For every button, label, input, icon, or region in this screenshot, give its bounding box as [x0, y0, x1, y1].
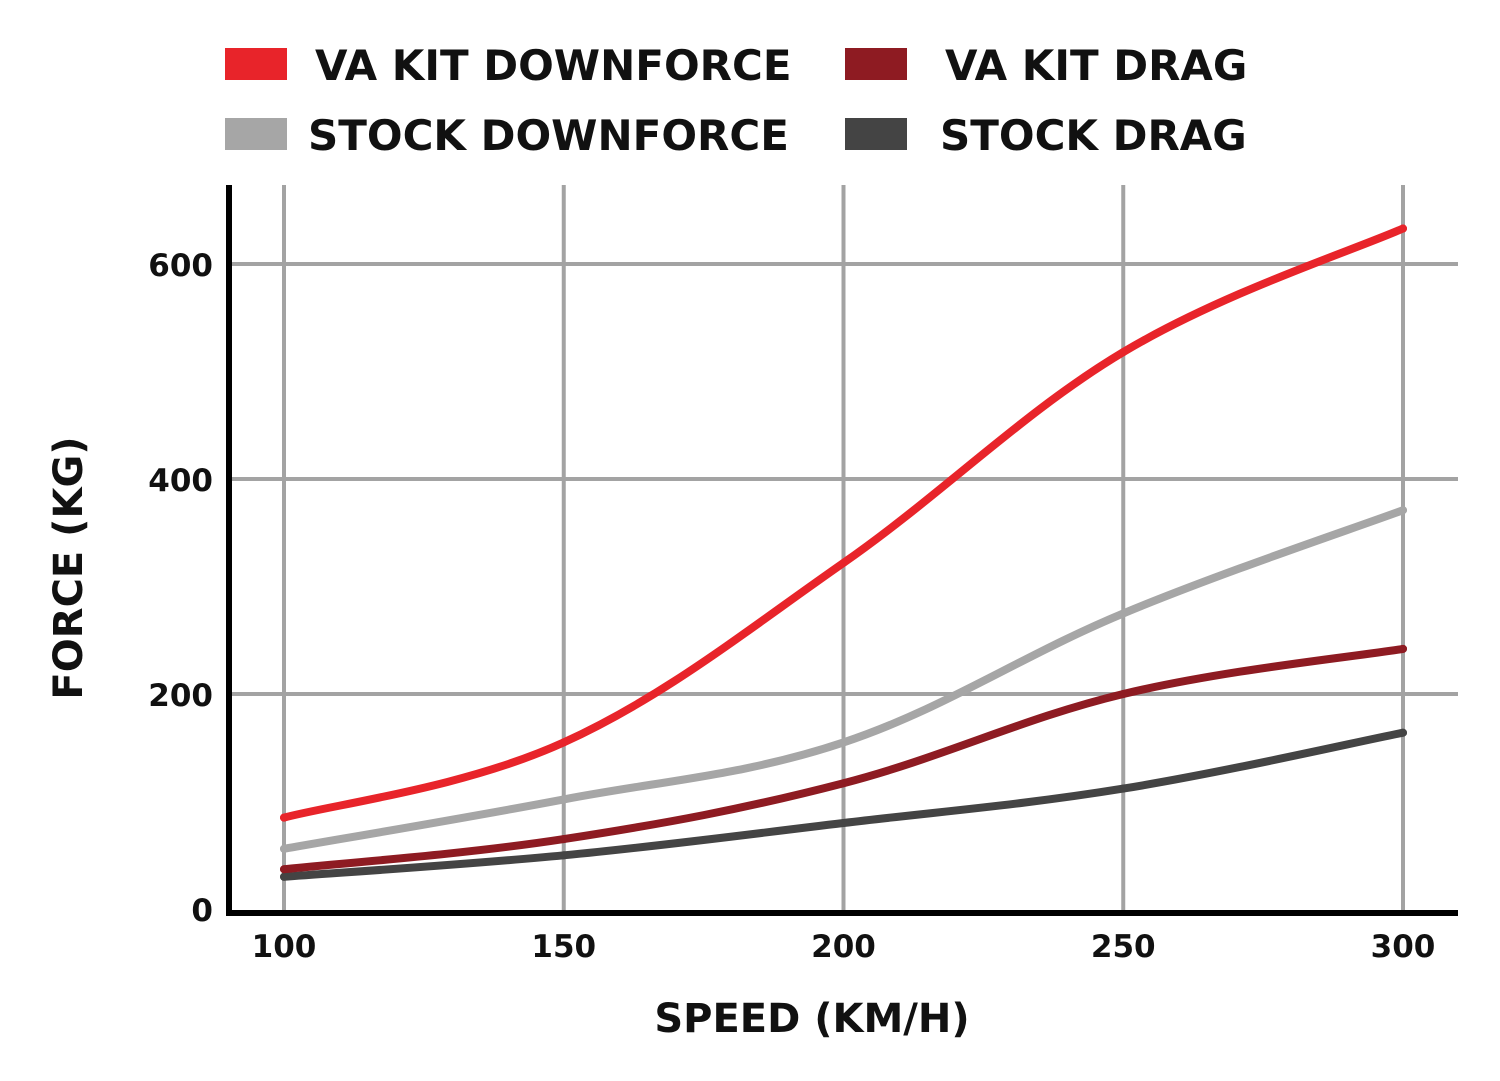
x-axis-title: SPEED (KM/H) — [654, 996, 969, 1042]
legend-swatch-va-kit-drag — [845, 48, 907, 80]
point-stock-drag-300 — [1399, 728, 1407, 737]
legend-label-stock-drag: STOCK DRAG — [940, 111, 1247, 160]
point-stock-downforce-100 — [280, 844, 288, 853]
point-stock-drag-150 — [559, 851, 568, 860]
y-tick-label-200: 200 — [148, 678, 213, 714]
legend-label-va-kit-downforce: VA KIT DOWNFORCE — [315, 41, 792, 90]
point-va-kit-downforce-200 — [839, 558, 848, 567]
x-tick-label-200: 200 — [811, 929, 876, 965]
legend-label-stock-downforce: STOCK DOWNFORCE — [308, 111, 789, 160]
point-va-kit-downforce-100 — [280, 813, 288, 822]
point-va-kit-drag-200 — [839, 779, 848, 788]
point-stock-downforce-250 — [1119, 609, 1128, 618]
tick-labels: 100 150 200 250 300 0 200 400 600 — [148, 248, 1435, 965]
x-tick-label-100: 100 — [252, 929, 317, 965]
x-tick-label-300: 300 — [1371, 929, 1436, 965]
legend-swatch-stock-downforce — [225, 118, 287, 150]
legend: VA KIT DOWNFORCE VA KIT DRAG STOCK DOWNF… — [225, 41, 1247, 160]
point-va-kit-drag-150 — [559, 835, 568, 844]
point-va-kit-downforce-250 — [1119, 348, 1128, 357]
point-va-kit-drag-250 — [1119, 690, 1128, 698]
y-tick-label-400: 400 — [148, 463, 213, 499]
point-stock-downforce-200 — [839, 738, 848, 747]
series-layer — [280, 224, 1407, 881]
point-stock-drag-200 — [839, 819, 848, 827]
point-stock-downforce-300 — [1399, 506, 1407, 515]
x-tick-label-150: 150 — [531, 929, 596, 965]
point-stock-drag-250 — [1119, 784, 1128, 793]
x-tick-label-250: 250 — [1091, 929, 1156, 965]
point-va-kit-downforce-300 — [1399, 224, 1407, 233]
legend-swatch-va-kit-downforce — [225, 48, 287, 80]
point-va-kit-drag-100 — [280, 865, 288, 874]
grid — [229, 185, 1458, 913]
y-axis-title: FORCE (KG) — [46, 436, 92, 699]
legend-swatch-stock-drag — [845, 118, 907, 150]
y-tick-label-600: 600 — [148, 248, 213, 284]
point-va-kit-downforce-150 — [559, 738, 568, 747]
point-stock-drag-100 — [280, 872, 288, 881]
legend-label-va-kit-drag: VA KIT DRAG — [945, 41, 1247, 90]
point-va-kit-drag-300 — [1399, 644, 1407, 653]
y-tick-label-0: 0 — [191, 893, 213, 929]
point-stock-downforce-150 — [559, 795, 568, 804]
